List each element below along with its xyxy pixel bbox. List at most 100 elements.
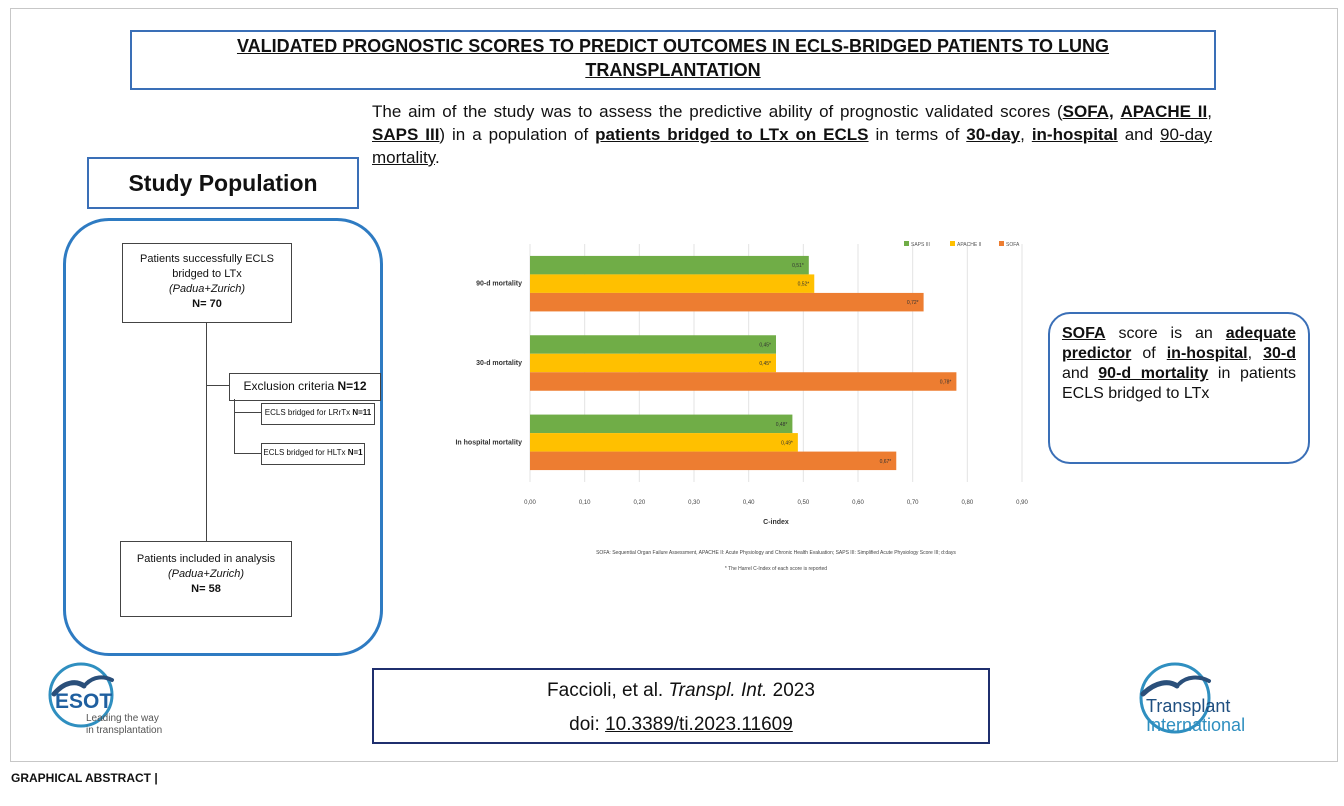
aim-saps: SAPS III <box>372 125 440 144</box>
aim-text-2: ) in a population of <box>439 125 596 144</box>
legend-swatch <box>904 241 909 246</box>
conclusion-adequate: adequate predictor <box>1062 325 1296 362</box>
bar-apache-ii <box>530 274 815 293</box>
bar-value-label: 0,45* <box>759 361 771 367</box>
conclusion-text-1: score is an <box>1105 325 1226 342</box>
aim-patients: patients bridged to LTx on ECLS <box>595 125 869 144</box>
x-tick-label: 0,90 <box>1016 500 1028 506</box>
bar-value-label: 0,51* <box>792 263 804 269</box>
conclusion-90d: 90-d mortality <box>1098 365 1209 382</box>
esot-tagline-1: Leading the way <box>86 713 159 724</box>
legend-label: APACHE II <box>957 242 981 248</box>
title-line-2: TRANSPLANTATION <box>585 60 761 80</box>
x-tick-label: 0,60 <box>852 500 864 506</box>
exclusion-n: N=12 <box>337 379 367 393</box>
aim-comma-2: , <box>1020 125 1032 144</box>
legend-swatch <box>999 241 1004 246</box>
aim-text-3: in terms of <box>868 125 967 144</box>
bar-value-label: 0,72* <box>907 300 919 306</box>
flow-box-lrrtx: ECLS bridged for LRrTx N=11 <box>261 403 375 425</box>
flow-box-included: Patients included in analysis (Padua+Zur… <box>120 541 292 617</box>
lrrtx-label: ECLS bridged for LRrTx <box>264 408 353 417</box>
conclusion-30d: 30-d <box>1263 345 1296 362</box>
bar-sofa <box>530 372 957 391</box>
category-label: 30-d mortality <box>476 360 522 367</box>
included-line-2: (Padua+Zurich) <box>167 568 245 580</box>
citation-doi-link[interactable]: 10.3389/ti.2023.11609 <box>605 714 793 735</box>
study-population-title: Study Population <box>87 157 359 209</box>
bar-saps-iii <box>530 255 809 275</box>
ti-logo-line-1: Transplant <box>1146 696 1231 716</box>
bar-value-label: 0,78* <box>940 380 952 386</box>
aim-sofa: SOFA, <box>1062 102 1114 121</box>
citation-doi-label: doi: <box>569 714 606 735</box>
flow-exclusion-line <box>234 399 235 454</box>
aim-paragraph: The aim of the study was to assess the p… <box>372 100 1212 169</box>
included-line-1: Patients included in analysis <box>136 553 276 565</box>
citation-box: Faccioli, et al. Transpl. Int. 2023 doi:… <box>372 668 990 744</box>
chart-footnote-1: SOFA: Sequential Organ Failure Assessmen… <box>596 550 956 556</box>
bar-value-label: 0,45* <box>759 343 771 349</box>
conclusion-and: and <box>1062 365 1099 382</box>
bar-value-label: 0,49* <box>781 440 793 446</box>
esot-logo-mark <box>48 662 114 728</box>
aim-apache: APACHE II <box>1120 102 1208 121</box>
citation-journal: Transpl. Int. <box>668 680 768 701</box>
category-label: 90-d mortality <box>476 281 522 288</box>
legend-label: SAPS III <box>911 242 930 248</box>
flow-lrrtx-line <box>234 412 262 413</box>
graphical-abstract-label: GRAPHICAL ABSTRACT | <box>11 771 158 785</box>
flow-box-enrolled: Patients successfully ECLS bridged to LT… <box>122 243 292 323</box>
ti-logo-line-2: International <box>1146 715 1246 735</box>
title-box: VALIDATED PROGNOSTIC SCORES TO PREDICT O… <box>130 30 1216 90</box>
x-tick-label: 0,70 <box>907 500 919 506</box>
x-tick-label: 0,20 <box>633 500 645 506</box>
bar-value-label: 0,67* <box>880 459 892 465</box>
aim-and: and <box>1117 125 1161 144</box>
x-tick-label: 0,40 <box>743 500 755 506</box>
flow-box-exclusion: Exclusion criteria N=12 <box>229 373 381 401</box>
bar-apache-ii <box>530 433 798 452</box>
hltx-n: N=1 <box>347 448 363 457</box>
enrolled-line-2: bridged to LTx <box>172 268 242 280</box>
citation-line-2: doi: 10.3389/ti.2023.11609 <box>374 708 988 742</box>
conclusion-box: SOFA score is an adequate predictor of i… <box>1048 312 1310 464</box>
bar-value-label: 0,48* <box>776 422 788 428</box>
esot-logo-name: ESOT <box>55 690 113 713</box>
c-index-bar-chart: 0,00 0,10 0,20 0,30 0,40 0,50 0,60 0,70 0,80 0,90… <box>455 241 1028 572</box>
hltx-label: ECLS bridged for HLTx <box>263 448 348 457</box>
conclusion-in-hospital: in-hospital <box>1166 345 1248 362</box>
transplant-international-logo-mark <box>1139 662 1211 734</box>
citation-year: 2023 <box>767 680 815 701</box>
title-line-1: VALIDATED PROGNOSTIC SCORES TO PREDICT O… <box>236 36 1110 56</box>
aim-dot: . <box>434 148 440 167</box>
legend-swatch <box>950 241 955 246</box>
flow-hltx-line <box>234 453 262 454</box>
flow-main-line <box>206 323 207 542</box>
chart-footnote-2: * The Harrel C-Index of each score is re… <box>725 566 827 572</box>
esot-tagline-2: in transplantation <box>86 725 163 736</box>
category-label: In hospital mortality <box>455 439 522 446</box>
enrolled-line-1: Patients successfully ECLS <box>140 253 274 265</box>
aim-comma: , <box>1207 102 1212 121</box>
exclusion-label: Exclusion criteria <box>243 379 338 393</box>
bar-value-label: 0,52* <box>798 282 810 288</box>
legend-label: SOFA <box>1006 242 1020 248</box>
bar-saps-iii <box>530 335 776 354</box>
x-tick-label: 0,00 <box>524 500 536 506</box>
aim-in-hospital: in-hospital <box>1031 125 1118 144</box>
x-axis-label: C-index <box>763 519 789 526</box>
bar-sofa <box>530 292 924 312</box>
aim-text: The aim of the study was to assess the p… <box>372 102 1063 121</box>
x-tick-label: 0,50 <box>797 500 809 506</box>
x-tick-label: 0,80 <box>961 500 973 506</box>
citation-authors: Faccioli, et al. <box>547 680 669 701</box>
bar-saps-iii <box>530 414 793 434</box>
study-population-panel <box>63 218 383 656</box>
conclusion-text-3: in patients ECLS bridged to LTx <box>1062 365 1296 402</box>
conclusion-text-2: of <box>1131 345 1167 362</box>
included-n: N= 58 <box>191 583 221 595</box>
conclusion-comma: , <box>1247 345 1264 362</box>
lrrtx-n: N=11 <box>352 408 372 417</box>
enrolled-n: N= 70 <box>192 298 222 310</box>
